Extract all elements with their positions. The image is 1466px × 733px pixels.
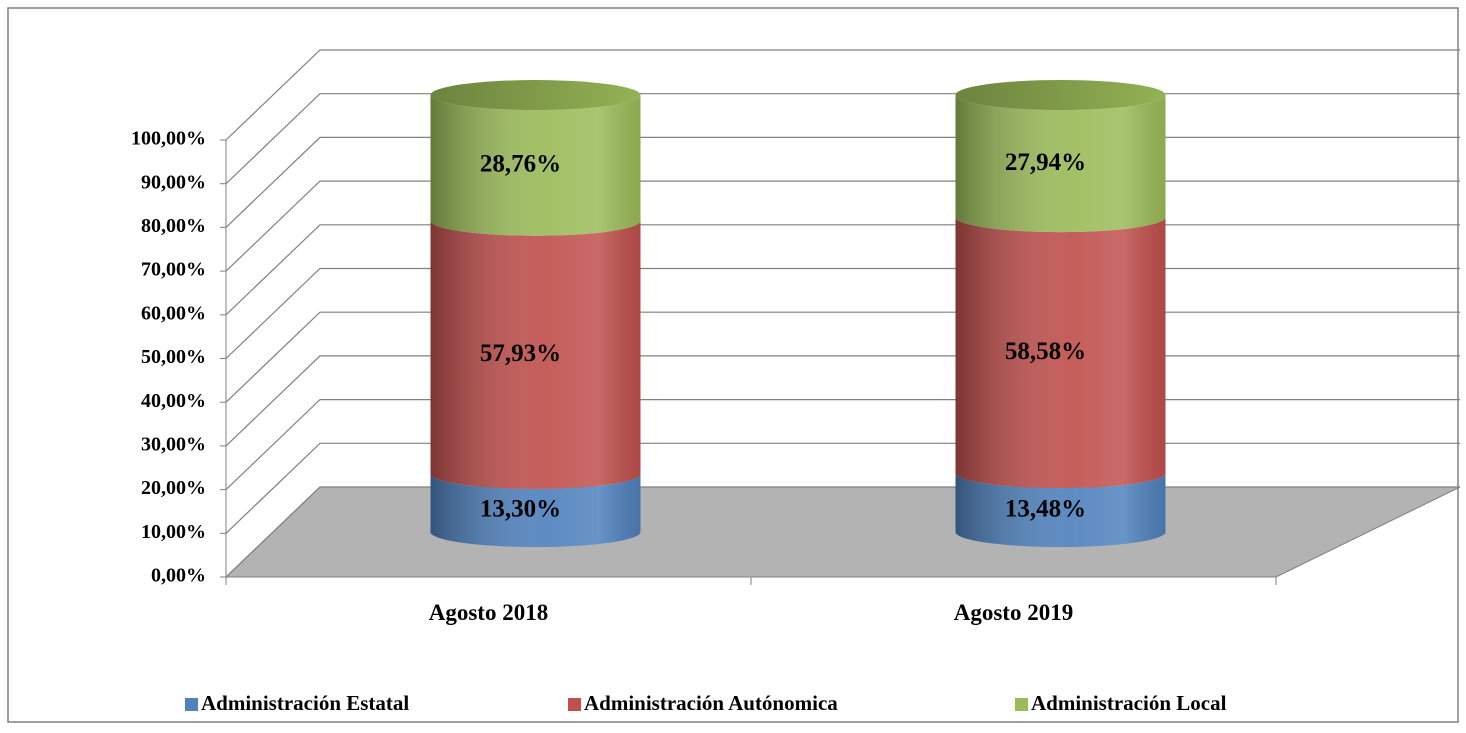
cylinder-top-shade	[955, 80, 1166, 110]
y-tick-label: 50,00%	[141, 346, 206, 368]
floor	[224, 486, 1461, 578]
data-label: 13,48%	[1005, 495, 1086, 522]
y-tick-label: 10,00%	[141, 521, 206, 543]
cylinder-shade	[955, 95, 1166, 233]
y-tick-label: 60,00%	[141, 302, 206, 324]
legend-label: Administración Autónomica	[584, 691, 838, 715]
y-tick-label: 0,00%	[151, 565, 206, 587]
y-tick-label: 90,00%	[141, 171, 206, 193]
cylinder-top-shade	[430, 80, 641, 111]
data-label: 57,93%	[480, 340, 561, 367]
x-tick-label: Agosto 2019	[953, 600, 1074, 625]
grid-line	[225, 49, 1460, 141]
legend-label: Administración Estatal	[201, 691, 409, 715]
legend-swatch	[185, 698, 198, 711]
y-tick-label: 40,00%	[141, 390, 206, 412]
y-tick-label: 70,00%	[141, 259, 206, 281]
legend-swatch	[568, 698, 581, 711]
cylinder-shade	[955, 217, 1166, 489]
legend-label: Administración Local	[1031, 691, 1227, 715]
y-tick-label: 80,00%	[141, 215, 206, 237]
y-tick-label: 30,00%	[141, 433, 206, 455]
data-label: 27,94%	[1005, 149, 1086, 176]
legend-swatch	[1015, 698, 1028, 711]
data-label: 28,76%	[480, 151, 561, 178]
y-tick-label: 100,00%	[131, 128, 206, 150]
cylinder-shade	[430, 473, 641, 547]
data-label: 58,58%	[1005, 338, 1086, 365]
data-label: 13,30%	[480, 496, 561, 523]
cylinder-shade	[430, 220, 641, 489]
cylinder-shade	[955, 473, 1166, 547]
cylinder-shade	[430, 95, 641, 236]
chart-frame	[7, 7, 1459, 723]
x-tick-label: Agosto 2018	[428, 600, 549, 625]
y-tick-label: 20,00%	[141, 477, 206, 499]
